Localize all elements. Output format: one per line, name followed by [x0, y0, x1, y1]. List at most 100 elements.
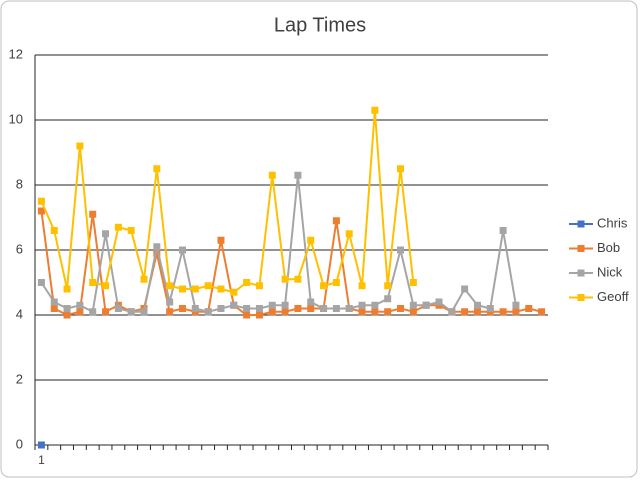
point-marker: [268, 301, 276, 309]
legend-marker: [577, 269, 585, 277]
legend-label: Bob: [597, 240, 620, 255]
point-marker: [345, 305, 353, 312]
point-marker: [127, 308, 135, 316]
point-marker: [102, 230, 110, 238]
point-marker: [409, 279, 417, 286]
point-marker: [37, 279, 45, 286]
point-marker: [50, 298, 58, 306]
chart-title: Lap Times: [274, 14, 366, 36]
point-marker: [76, 301, 84, 309]
point-marker: [255, 311, 263, 319]
x-tick-label: 1: [38, 453, 45, 467]
point-marker: [448, 308, 456, 316]
point-marker: [102, 282, 110, 290]
point-marker: [243, 305, 251, 312]
point-marker: [307, 305, 315, 312]
point-marker: [178, 305, 186, 312]
point-marker: [332, 305, 340, 312]
point-marker: [37, 441, 45, 449]
point-marker: [255, 305, 263, 312]
y-tick-label: 4: [16, 306, 23, 321]
y-tick-label: 2: [16, 371, 23, 386]
point-marker: [204, 308, 212, 316]
point-marker: [473, 308, 481, 316]
point-marker: [358, 301, 366, 309]
point-marker: [538, 308, 546, 316]
series-line: [40, 210, 542, 317]
point-marker: [486, 305, 494, 312]
point-marker: [345, 230, 353, 238]
point-marker: [320, 282, 328, 290]
point-marker: [243, 279, 251, 286]
point-marker: [384, 295, 392, 303]
point-marker: [281, 275, 289, 283]
point-marker: [294, 275, 302, 283]
point-marker: [294, 171, 302, 179]
legend-label: Chris: [597, 215, 628, 230]
point-marker: [37, 197, 45, 205]
point-marker: [76, 308, 84, 316]
point-marker: [332, 279, 340, 286]
point-marker: [153, 249, 161, 257]
point-marker: [166, 308, 174, 316]
point-marker: [384, 308, 392, 316]
point-marker: [512, 308, 520, 316]
legend-marker: [577, 245, 585, 252]
point-marker: [63, 305, 71, 312]
point-marker: [204, 282, 212, 290]
point-marker: [166, 298, 174, 306]
point-marker: [397, 246, 405, 254]
point-marker: [63, 285, 71, 293]
point-marker: [512, 301, 520, 309]
point-marker: [435, 298, 443, 306]
point-marker: [153, 165, 161, 173]
point-marker: [217, 285, 225, 293]
point-marker: [37, 207, 45, 215]
point-marker: [50, 305, 58, 312]
point-marker: [50, 227, 58, 234]
point-marker: [422, 301, 430, 309]
point-marker: [217, 305, 225, 312]
point-marker: [281, 301, 289, 309]
point-marker: [63, 311, 71, 319]
point-marker: [178, 285, 186, 293]
point-marker: [178, 246, 186, 254]
point-marker: [268, 308, 276, 316]
point-marker: [166, 282, 174, 290]
point-marker: [409, 301, 417, 309]
point-marker: [230, 288, 238, 296]
point-marker: [89, 279, 97, 286]
point-marker: [397, 305, 405, 312]
point-marker: [140, 308, 148, 316]
point-marker: [153, 243, 161, 251]
point-marker: [409, 308, 417, 316]
point-marker: [371, 106, 379, 114]
point-marker: [114, 223, 122, 231]
point-marker: [191, 285, 199, 293]
point-marker: [473, 301, 481, 309]
point-marker: [127, 227, 135, 234]
point-marker: [281, 308, 289, 316]
point-marker: [191, 305, 199, 312]
legend-label: Geoff: [597, 289, 629, 304]
point-marker: [76, 142, 84, 150]
point-marker: [102, 308, 110, 316]
y-tick-label: 8: [16, 176, 23, 191]
point-marker: [384, 282, 392, 290]
point-marker: [499, 227, 507, 234]
point-marker: [114, 305, 122, 312]
point-marker: [255, 282, 263, 290]
point-marker: [525, 305, 533, 312]
point-marker: [461, 308, 469, 316]
point-marker: [217, 236, 225, 244]
point-marker: [243, 311, 251, 319]
point-marker: [294, 305, 302, 312]
point-marker: [307, 236, 315, 244]
point-marker: [371, 301, 379, 309]
point-marker: [89, 210, 97, 218]
legend-label: Nick: [597, 264, 623, 279]
point-marker: [397, 165, 405, 173]
point-marker: [499, 308, 507, 316]
